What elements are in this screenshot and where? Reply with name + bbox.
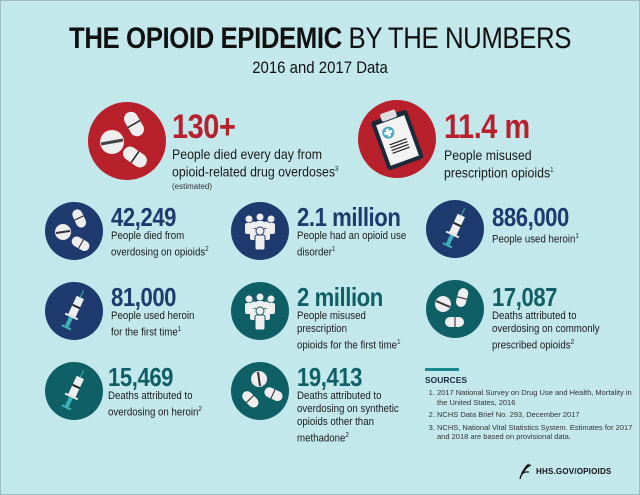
stat-description: Deaths attributed to overdosing on synth… [297,390,411,446]
syringe-icon [45,362,103,420]
description-text: People died every day from opioid-relate… [172,146,336,180]
stat-description: Deaths attributed to overdosing on heroi… [108,390,240,420]
stat-value: 11.4 m [444,108,530,146]
source-ref: 2 [345,432,349,439]
source-ref: 2 [205,246,209,253]
stat-description: People misused prescription opioids for … [297,310,411,353]
stat-description: Deaths attributed to overdosing on commo… [492,310,624,353]
pills-icon [231,362,289,420]
syringe-icon [45,282,103,340]
title-light: BY THE NUMBERS [341,22,572,55]
page-subtitle: 2016 and 2017 Data [252,58,388,77]
stat-value: 886,000 [492,202,569,232]
source-item: 2017 National Survey on Drug Use and Hea… [437,388,635,407]
description-text: People misused prescription opioids [444,147,551,181]
source-item: NCHS Data Brief No. 293, December 2017 [437,410,635,420]
description-text: People misused prescription opioids for … [297,310,398,352]
description-text: Deaths attributed to overdosing on heroi… [108,390,199,419]
hhs-eagle-icon [517,462,533,480]
stat-value: 17,087 [492,282,558,312]
people-group-icon [231,282,289,340]
description-text: Deaths attributed to overdosing on synth… [297,390,399,445]
source-ref: 1 [550,167,554,174]
hhs-logo-link[interactable]: HHS.GOV/OPIOIDS [517,462,611,480]
stat-value: 42,249 [111,202,177,232]
stat-value: 2 million [297,282,383,312]
stat-value: 2.1 million [297,202,401,232]
description-text: People died from overdosing on opioids [111,230,206,259]
stat-description: People had an opioid use disorder1 [297,230,411,260]
description-text: Deaths attributed to overdosing on commo… [492,310,600,352]
stat-value: 19,413 [297,362,363,392]
pills-icon [45,202,103,260]
people-group-icon [231,202,289,260]
source-ref: 2 [198,406,202,413]
source-ref: 3 [335,166,339,173]
title-bold: THE OPIOID EPIDEMIC [69,22,342,55]
stat-description: People used heroin for the first time1 [111,310,243,340]
page-title: THE OPIOID EPIDEMIC BY THE NUMBERS [45,22,595,56]
stat-value: 81,000 [111,282,177,312]
stat-description: People died every day from opioid-relate… [172,146,348,180]
sources-list: 2017 National Survey on Drug Use and Hea… [425,388,635,442]
source-ref: 1 [575,233,579,240]
description-text: People had an opioid use disorder [297,230,407,259]
hhs-logo-text: HHS.GOV/OPIOIDS [536,466,612,476]
sources-heading: SOURCES [425,375,468,385]
stat-description: People misused prescription opioids1 [444,147,620,181]
source-item: NCHS, National Vital Statistics System. … [437,423,635,442]
stat-value: 15,469 [108,362,174,392]
source-ref: 1 [177,326,182,333]
syringe-icon [426,200,484,258]
sources-section: SOURCES 2017 National Survey on Drug Use… [425,368,635,445]
description-text: People used heroin [492,233,576,246]
source-ref: 1 [331,246,336,253]
stat-note: (estimated) [172,181,213,191]
pills-icon [88,102,166,180]
stat-description: People used heroin1 [492,230,615,247]
source-ref: 1 [397,339,401,346]
description-text: People used heroin for the first time [111,310,195,339]
source-ref: 2 [570,339,575,346]
clipboard-icon [358,100,436,178]
pills-icon [426,280,484,338]
stat-description: People died from overdosing on opioids2 [111,230,243,260]
sources-accent-bar [425,368,459,371]
stat-value: 130+ [172,108,236,146]
